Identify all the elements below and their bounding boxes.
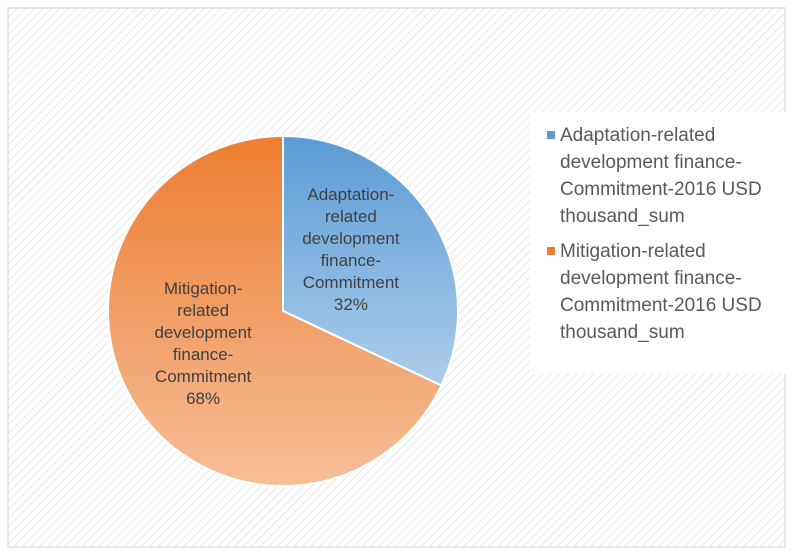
data-label-value: 32% (333, 295, 368, 315)
legend-item: Mitigation-related development finance-C… (530, 238, 793, 346)
legend-text: Adaptation-related development finance-C… (560, 125, 762, 227)
legend-text: Mitigation-related development finance-C… (560, 241, 762, 343)
pie-slice (107, 134, 443, 487)
data-label: Adaptation-related development finance-C… (286, 184, 416, 316)
legend-item: Adaptation-related development finance-C… (530, 122, 793, 230)
legend-swatch (547, 131, 555, 139)
legend-swatch (547, 247, 555, 255)
data-label-name: Mitigation-related development finance-C… (154, 278, 252, 386)
data-label: Mitigation-related development finance-C… (138, 278, 268, 410)
data-label-value: 68% (186, 388, 221, 408)
data-label-name: Adaptation-related development finance-C… (302, 185, 400, 293)
pie-slice (282, 134, 459, 387)
legend: Adaptation-related development finance-C… (530, 112, 793, 374)
pie (107, 134, 459, 487)
